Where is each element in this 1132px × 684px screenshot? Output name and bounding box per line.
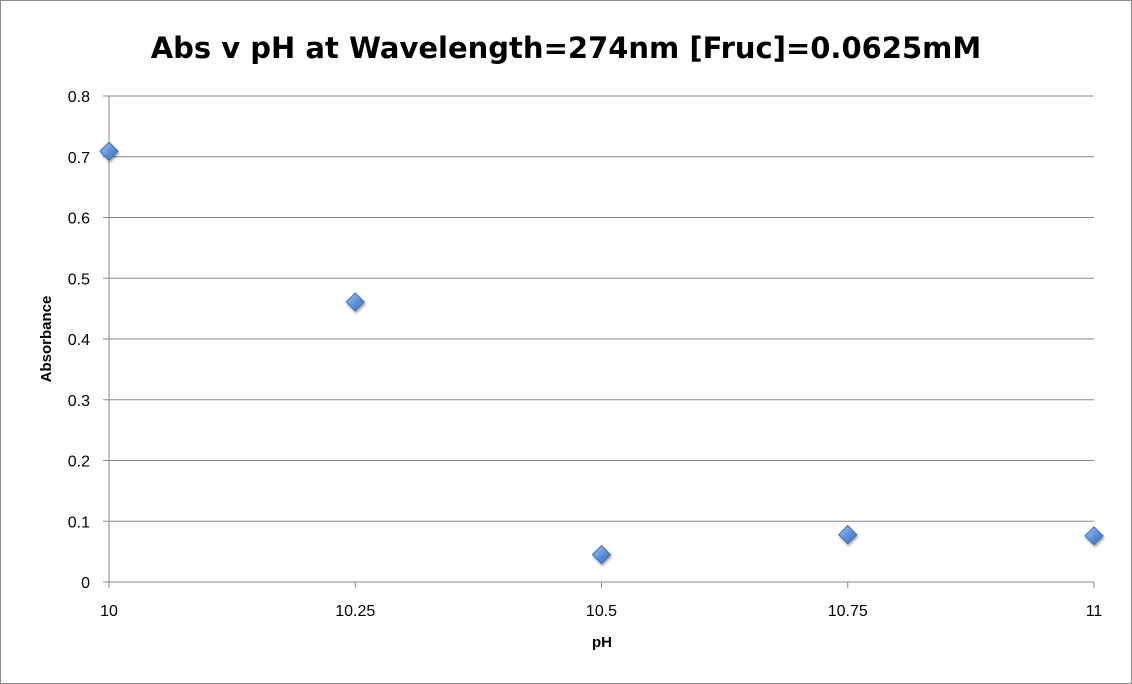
y-tick-label: 0.5 [68,271,90,288]
x-tick-label: 11 [1086,603,1103,620]
data-point [99,141,119,161]
x-tick-label: 10.75 [828,603,868,620]
data-point [345,292,365,312]
x-tick-label: 10 [100,603,118,620]
data-point [838,524,858,545]
x-tick-label: 10.25 [335,603,375,620]
y-tick-label: 0.7 [68,150,90,167]
y-tick-label: 0 [81,575,90,592]
y-tick-label: 0.4 [68,332,90,349]
y-tick-label: 0.2 [68,454,90,471]
axes [103,95,1095,588]
y-tick-label: 0.1 [68,514,90,531]
y-tick-label: 0.3 [68,393,90,410]
gridlines [109,95,1094,522]
y-tick-label: 0.8 [68,89,90,106]
data-point [1084,526,1104,546]
y-tick-label: 0.6 [68,211,90,228]
y-axis-label: Absorbance [38,296,55,383]
x-tick-labels: 10 10.25 10.5 10.75 11 [100,603,1102,620]
x-tick-label: 10.5 [586,603,617,620]
data-points [99,141,1104,565]
chart-title: Abs v pH at Wavelength=274nm [Fruc]=0.06… [151,31,982,65]
x-axis-label: pH [592,634,612,651]
data-point [591,544,612,565]
y-tick-labels: 0 0.1 0.2 0.3 0.4 0.5 0.6 0.7 0.8 [68,89,90,592]
